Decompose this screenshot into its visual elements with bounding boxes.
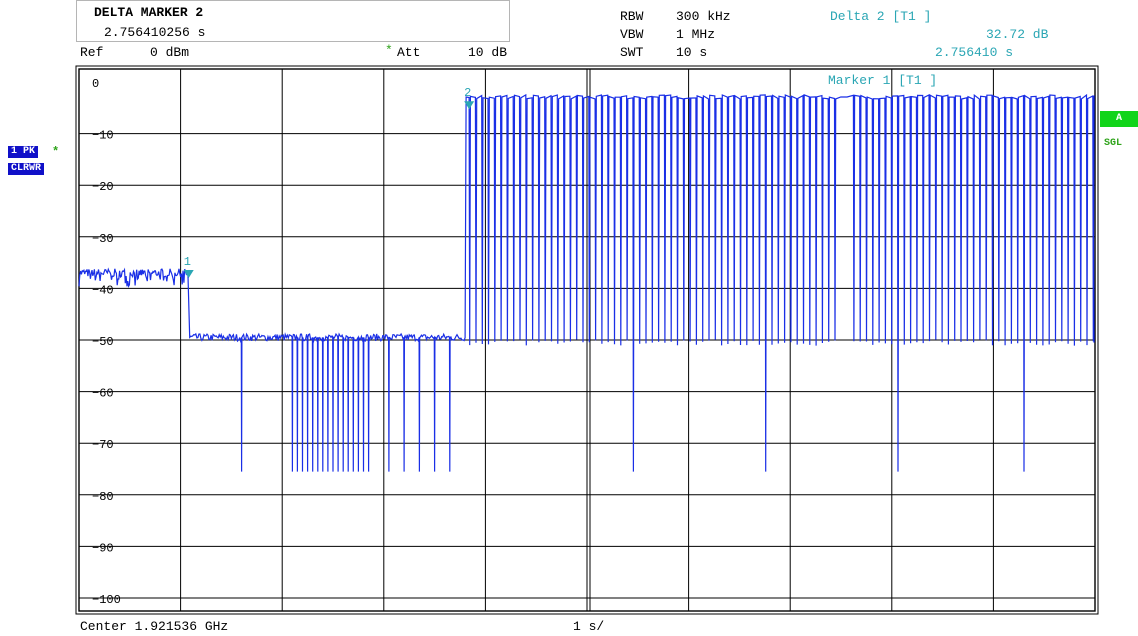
y-tick-label: 0 — [92, 77, 99, 91]
plot-frame-outer — [75, 65, 1099, 615]
rbw-label: RBW — [620, 9, 644, 24]
y-tick-label: −40 — [92, 283, 114, 297]
marker-1-readout-label: Marker 1 [T1 ] — [828, 73, 937, 88]
y-tick-label: −50 — [92, 335, 114, 349]
y-tick-label: −100 — [92, 593, 121, 607]
swt-label: SWT — [620, 45, 644, 60]
clrwr-badge: CLRWR — [8, 163, 45, 175]
y-tick-label: −30 — [92, 232, 114, 246]
trace-line — [78, 93, 1095, 472]
att-label: Att — [397, 45, 421, 60]
delta-marker-readout-db: 32.72 dB — [986, 27, 1049, 42]
y-tick-label: −70 — [92, 438, 114, 452]
marker-2-symbol — [464, 101, 475, 110]
y-tick-label: −90 — [92, 541, 114, 555]
a-badge: A — [1100, 111, 1138, 127]
marker-2-label: 2 — [464, 86, 471, 100]
att-value: 10 dB — [468, 45, 508, 60]
delta-marker-readout-time: 2.756410 s — [935, 45, 1014, 60]
y-tick-label: −80 — [92, 490, 114, 504]
marker-1-symbol — [183, 269, 194, 278]
marker-1-label: 1 — [184, 255, 191, 269]
sgl-label: SGL — [1104, 138, 1123, 149]
delta-marker-title: DELTA MARKER 2 — [94, 5, 204, 20]
ref-label: Ref — [80, 45, 104, 60]
delta-marker-readout-label: Delta 2 [T1 ] — [830, 9, 932, 24]
y-tick-label: −60 — [92, 387, 114, 401]
vbw-label: VBW — [620, 27, 644, 42]
trace-badge: 1 PK — [8, 146, 39, 158]
swt-value: 10 s — [676, 45, 708, 60]
y-tick-label: −10 — [92, 129, 114, 143]
delta-marker-value: 2.756410256 s — [104, 25, 206, 40]
vbw-value: 1 MHz — [676, 27, 716, 42]
rbw-value: 300 kHz — [676, 9, 731, 24]
y-tick-label: −20 — [92, 180, 114, 194]
att-star: * — [385, 43, 393, 58]
delta-marker-box — [76, 0, 510, 42]
ref-value: 0 dBm — [150, 45, 190, 60]
trace-star: * — [52, 145, 60, 159]
center-frequency-label: Center 1.921536 GHz — [80, 619, 229, 634]
span-label: 1 s/ — [573, 619, 605, 634]
